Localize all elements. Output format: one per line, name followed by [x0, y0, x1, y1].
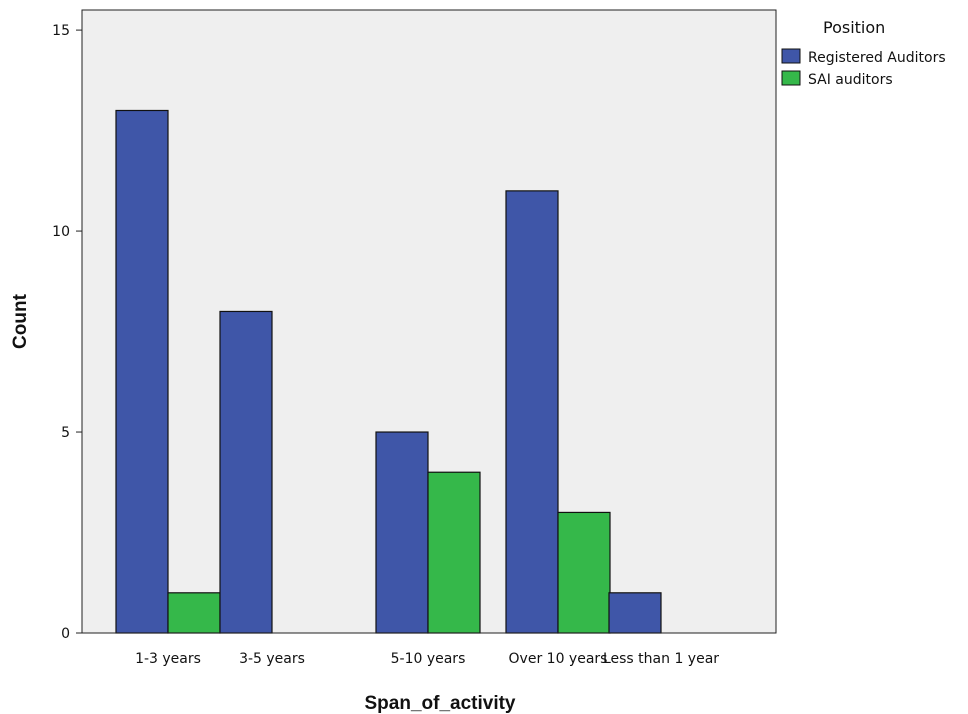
x-axis: 1-3 years 3-5 years 5-10 years Over 10 year…	[135, 651, 719, 667]
x-tick-label: 3-5 years	[239, 651, 305, 667]
legend-swatch	[781, 48, 801, 64]
bar-registered-auditors-5-10-years	[375, 431, 429, 634]
bars-layer	[81, 9, 777, 634]
x-tick-label: 5-10 years	[391, 651, 466, 667]
x-axis-title: Span_of_activity	[365, 693, 516, 714]
legend-label: SAI auditors	[808, 72, 893, 88]
bar-sai-auditors-1-3-years	[167, 592, 221, 634]
y-tick-label: 5	[61, 425, 70, 441]
x-tick-label: 1-3 years	[135, 651, 201, 667]
bar-registered-auditors-over-10-years	[505, 190, 559, 634]
legend-swatch	[781, 70, 801, 86]
legend-label: Registered Auditors	[808, 50, 946, 66]
legend: Position Registered Auditors SAI auditors	[781, 18, 946, 88]
x-tick-label: Less than 1 year	[603, 651, 719, 667]
y-tick-label: 0	[61, 626, 70, 642]
bar-registered-auditors-less-than-1-year	[608, 592, 662, 634]
bar-registered-auditors-3-5-years	[219, 310, 273, 634]
bar-sai-auditors-over-10-years	[557, 511, 611, 634]
bar-sai-auditors-5-10-years	[427, 471, 481, 634]
x-tick-label: Over 10 years	[509, 651, 608, 667]
plot-frame	[81, 9, 777, 634]
y-axis: 0 5 10 15	[52, 23, 82, 642]
legend-title: Position	[823, 18, 885, 37]
y-tick-label: 10	[52, 224, 70, 240]
bar-registered-auditors-1-3-years	[115, 109, 169, 634]
y-axis-title: Count	[10, 293, 31, 349]
y-tick-label: 15	[52, 23, 70, 39]
